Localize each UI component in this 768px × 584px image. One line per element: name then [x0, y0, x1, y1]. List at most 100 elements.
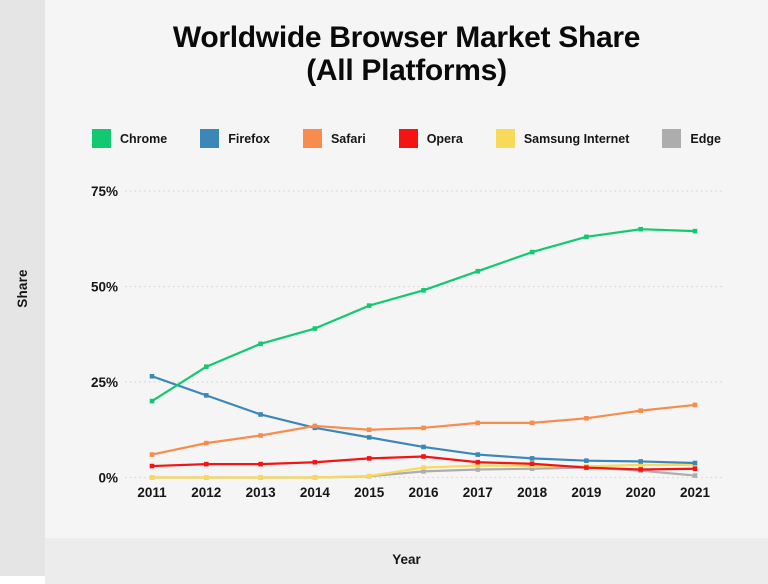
data-point-marker-firefox [584, 458, 589, 463]
legend-swatch-chrome [92, 129, 112, 148]
data-point-marker-edge [421, 469, 426, 474]
legend-label: Edge [690, 131, 721, 146]
legend-item-firefox[interactable]: Firefox [200, 129, 270, 148]
legend-item-samsung-internet[interactable]: Samsung Internet [495, 129, 630, 148]
data-point-marker-safari [149, 452, 155, 457]
data-point-marker-opera [366, 456, 372, 461]
data-point-marker-firefox [421, 444, 426, 450]
legend-item-chrome[interactable]: Chrome [92, 129, 167, 148]
legend-label: Samsung Internet [523, 131, 630, 146]
data-point-marker-samsung-internet [366, 473, 372, 479]
data-point-marker-safari [584, 415, 589, 421]
y-tick-label: 75% [91, 184, 118, 199]
chart-area: Worldwide Browser Market Share (All Plat… [45, 0, 768, 538]
y-tick-label: 50% [91, 279, 118, 294]
data-point-marker-samsung-internet [149, 475, 155, 480]
x-tick-label: 2018 [517, 485, 548, 500]
chart-title-line2: (All Platforms) [306, 54, 507, 87]
data-point-marker-safari [366, 427, 372, 433]
data-point-marker-chrome [475, 268, 481, 274]
legend-swatch-safari [302, 129, 322, 148]
data-point-marker-opera [692, 466, 698, 472]
data-point-marker-opera [204, 461, 209, 467]
data-point-marker-chrome [421, 288, 426, 293]
legend-label: Opera [426, 131, 463, 146]
data-point-marker-samsung-internet [475, 463, 481, 468]
data-point-marker-samsung-internet [421, 465, 426, 470]
line-chart-canvas: 75% 50% 25% 0% 2011 2012 2013 2014 2015 2016 2017 2… [91, 184, 722, 500]
data-point-marker-opera [149, 463, 155, 469]
data-point-marker-samsung-internet [312, 475, 318, 480]
x-tick-label: 2020 [626, 485, 656, 500]
y-tick-label: 0% [98, 470, 118, 485]
data-point-marker-opera [421, 454, 426, 459]
legend-item-opera[interactable]: Opera [398, 129, 463, 148]
data-point-marker-edge [529, 466, 535, 472]
data-point-marker-safari [258, 433, 263, 438]
data-point-marker-samsung-internet [204, 475, 209, 480]
data-point-marker-samsung-internet [638, 462, 643, 468]
x-axis-title: Year [392, 552, 421, 567]
data-point-marker-opera [529, 461, 535, 467]
data-point-marker-edge [475, 467, 481, 472]
data-point-marker-chrome [312, 326, 318, 331]
data-point-marker-firefox [258, 412, 263, 417]
data-point-marker-samsung-internet [258, 475, 263, 480]
data-point-marker-safari [312, 423, 318, 429]
legend-label: Chrome [120, 131, 168, 146]
x-tick-label: 2016 [408, 485, 439, 500]
x-axis-title-band: Year [45, 538, 768, 584]
legend-item-safari[interactable]: Safari [302, 129, 366, 148]
data-point-marker-chrome [529, 249, 535, 255]
data-point-marker-chrome [584, 234, 589, 240]
data-point-marker-chrome [692, 228, 698, 234]
data-point-marker-opera [638, 467, 643, 472]
x-tick-label: 2019 [571, 485, 601, 500]
data-point-marker-firefox [638, 459, 643, 464]
chart-title: Worldwide Browser Market Share (All Plat… [45, 21, 768, 87]
y-tick-label: 25% [91, 375, 118, 390]
data-point-marker-opera [312, 459, 318, 465]
data-point-marker-safari [692, 402, 698, 408]
x-tick-label: 2013 [246, 485, 277, 500]
legend-item-edge[interactable]: Edge [662, 129, 721, 148]
data-point-marker-opera [258, 461, 263, 467]
data-point-marker-safari [421, 425, 426, 431]
data-point-marker-chrome [366, 303, 372, 308]
x-tick-label: 2015 [354, 485, 385, 500]
data-point-marker-chrome [149, 398, 155, 404]
x-tick-label: 2021 [680, 485, 711, 500]
data-point-marker-opera [584, 465, 589, 470]
data-point-marker-safari [638, 408, 643, 413]
legend-swatch-samsung-internet [495, 129, 515, 148]
series-line-chrome [150, 228, 697, 403]
x-tick-label: 2011 [137, 485, 167, 500]
series-line-firefox [150, 375, 697, 465]
data-point-marker-chrome [258, 341, 263, 347]
data-point-marker-firefox [366, 435, 372, 440]
legend-swatch-firefox [200, 129, 220, 148]
data-point-marker-firefox [204, 393, 209, 398]
data-point-marker-firefox [529, 456, 535, 461]
x-tick-label: 2012 [191, 485, 221, 500]
data-point-marker-firefox [149, 373, 155, 379]
data-point-marker-firefox [475, 452, 481, 457]
data-point-marker-opera [475, 459, 481, 465]
data-point-marker-safari [475, 420, 481, 426]
y-axis-title-band: Share [0, 0, 45, 576]
chart-title-line1: Worldwide Browser Market Share [172, 21, 641, 54]
legend-swatch-edge [662, 129, 682, 148]
data-point-marker-safari [204, 440, 209, 446]
x-tick-label: 2014 [300, 485, 331, 500]
y-axis-title: Share [15, 268, 30, 308]
legend-label: Firefox [228, 131, 270, 146]
legend-label: Safari [330, 131, 366, 146]
data-point-marker-safari [529, 420, 535, 426]
x-tick-label: 2017 [463, 485, 493, 500]
data-point-marker-chrome [204, 364, 209, 370]
legend-swatch-opera [398, 129, 418, 148]
data-point-marker-firefox [692, 460, 698, 466]
data-point-marker-chrome [638, 226, 643, 232]
legend: Chrome Firefox Safari Opera Samsung Internet… [45, 129, 768, 148]
